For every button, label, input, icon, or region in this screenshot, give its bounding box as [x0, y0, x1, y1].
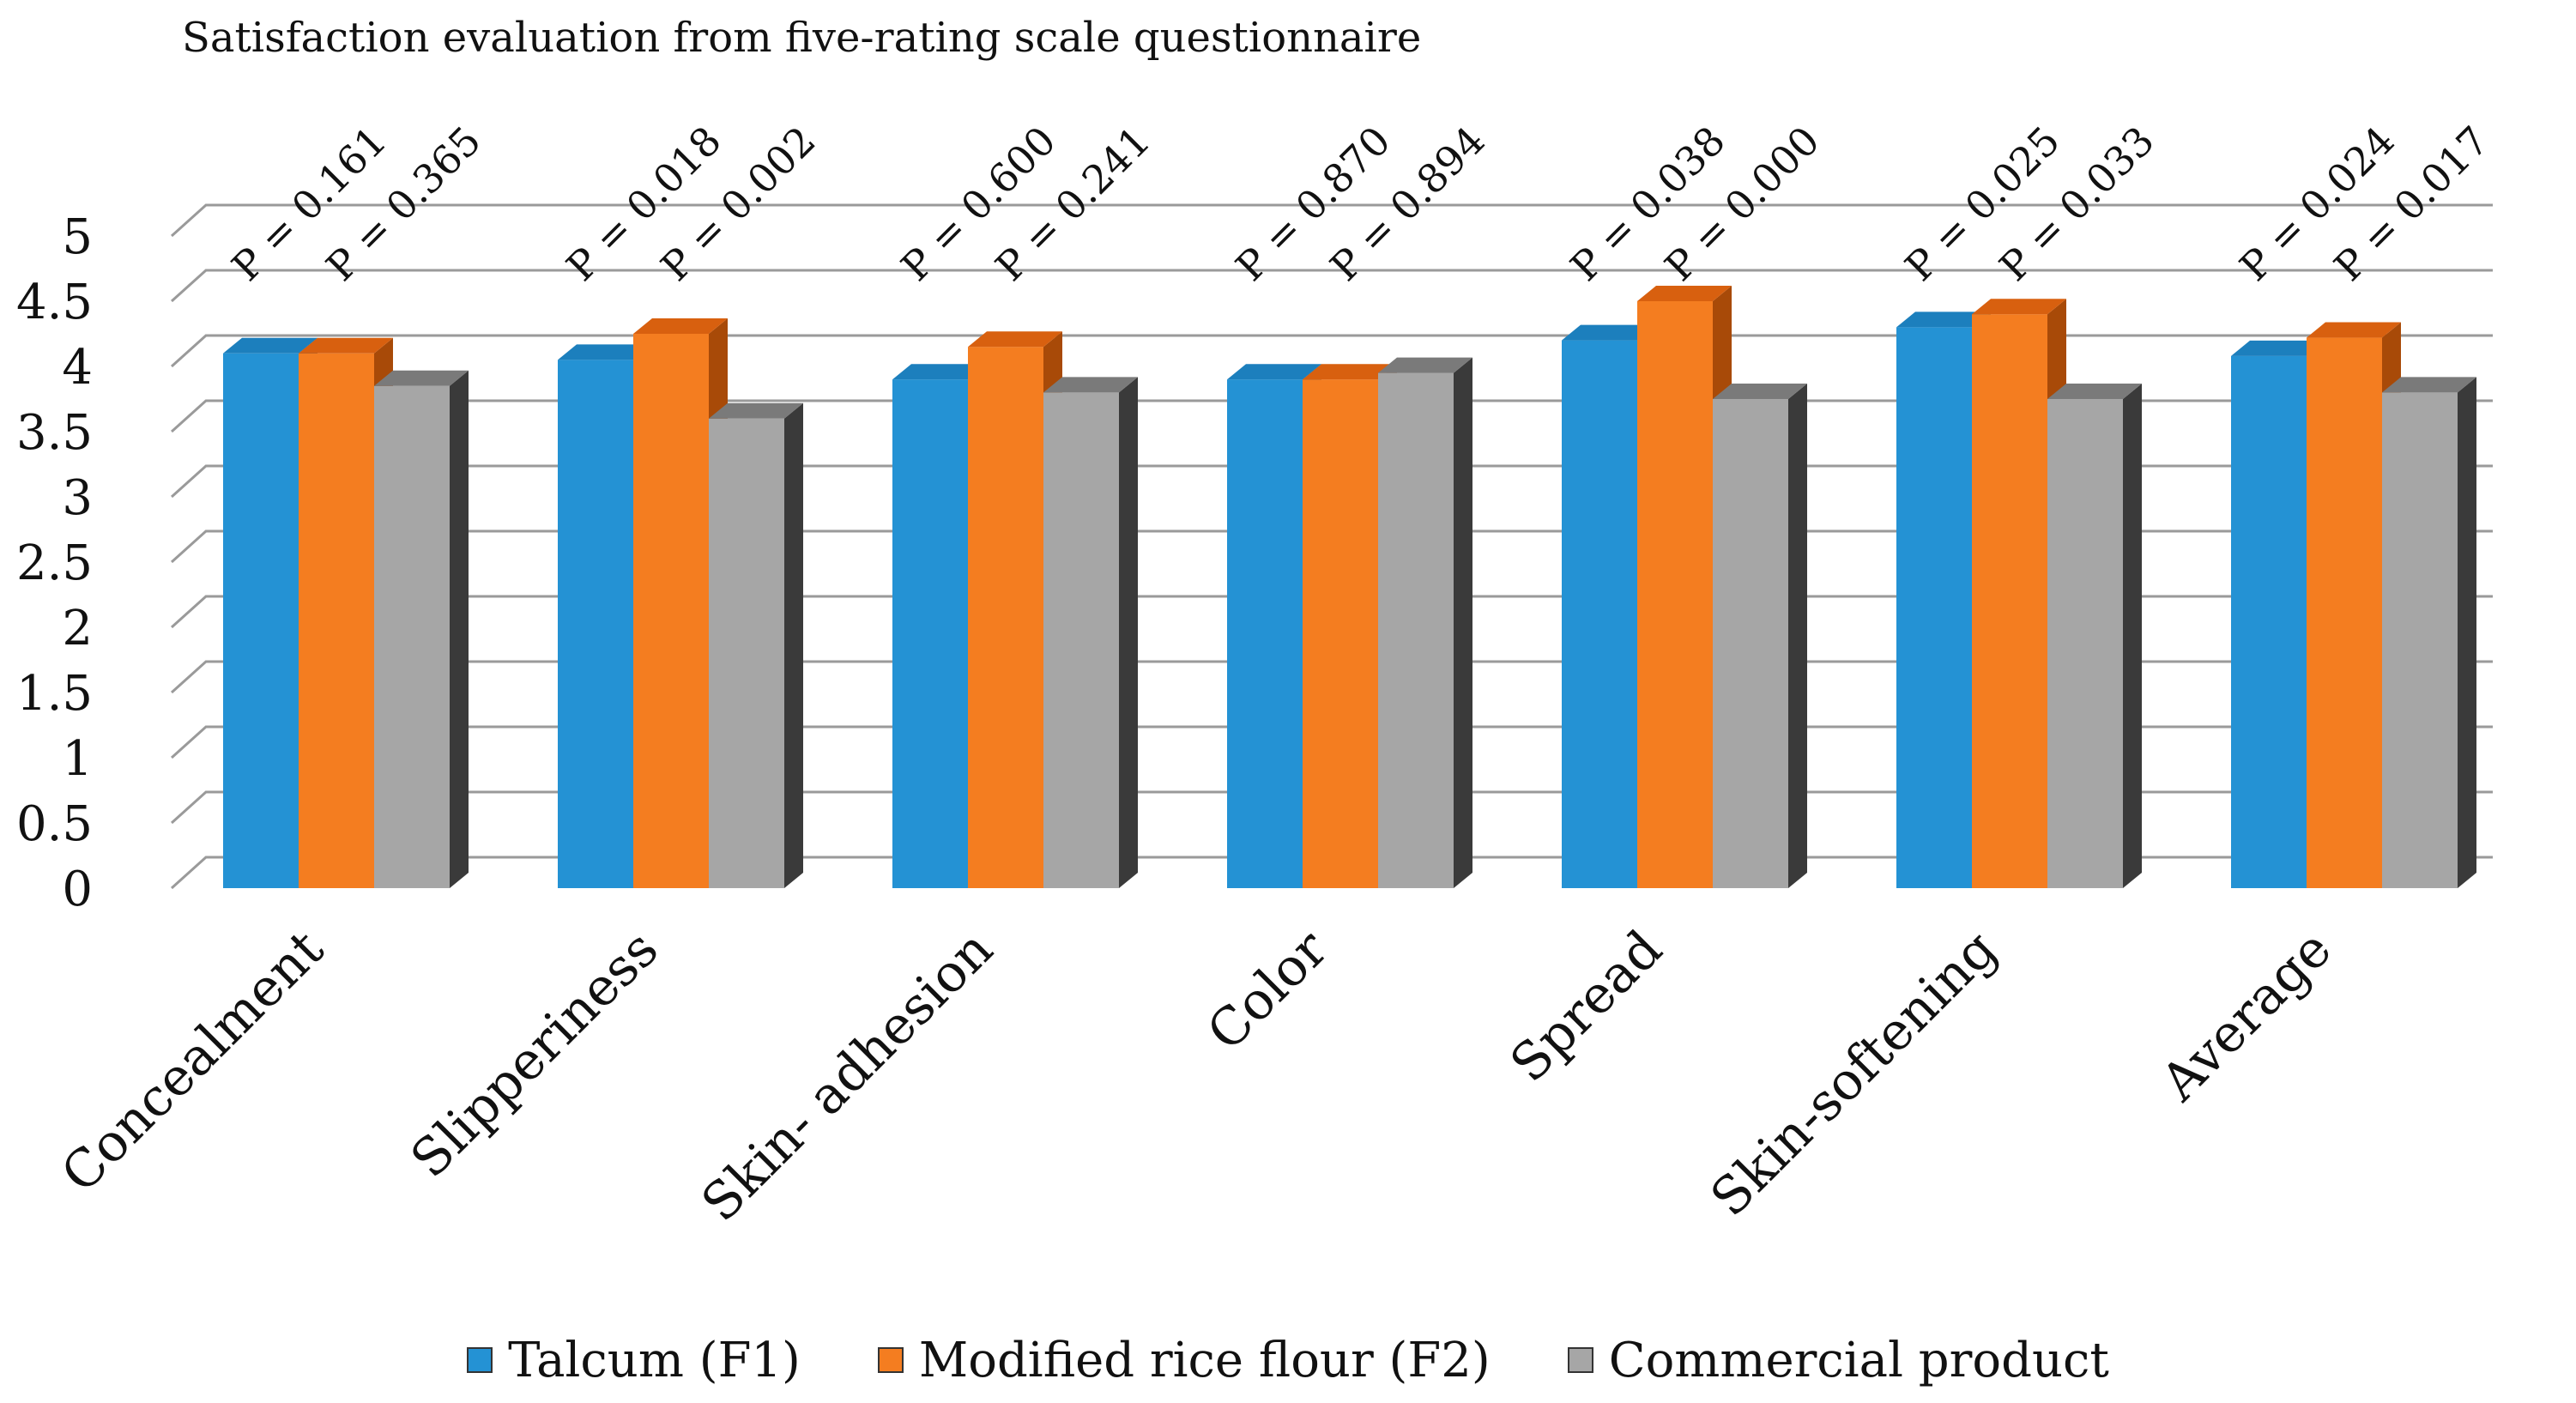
- bar: [1043, 377, 1138, 888]
- bar-top: [1303, 364, 1397, 380]
- bar: [2047, 384, 2142, 888]
- bar-top: [892, 364, 987, 380]
- bar-front: [1972, 314, 2047, 888]
- y-tick-label: 0.5: [16, 796, 93, 852]
- bar-front: [1227, 379, 1303, 888]
- bar-front: [1378, 372, 1454, 889]
- bar-top: [2382, 377, 2476, 393]
- y-tick-label: 4.5: [16, 275, 93, 330]
- bar-top: [1562, 324, 1656, 341]
- bar-front: [2047, 399, 2123, 888]
- y-tick-label: 1: [62, 731, 93, 787]
- y-tick-label: 2: [62, 601, 93, 656]
- y-tick-label: 2.5: [16, 535, 93, 591]
- legend-label-rice-flour: Modified rice flour (F2): [918, 1332, 1491, 1388]
- bar-front: [1562, 340, 1637, 889]
- bar-front: [2307, 337, 2382, 888]
- gridline: [170, 203, 2493, 238]
- x-category-label: Slipperiness: [400, 919, 670, 1189]
- bar-front: [1637, 301, 1713, 888]
- bar-front: [633, 334, 709, 888]
- bar: [1378, 357, 1472, 889]
- bar-top: [2231, 340, 2325, 356]
- y-axis-ticks: 0 0.5 1 1.5 2 2.5 3 3.5 4 4.5 5: [16, 209, 93, 917]
- bar-front: [558, 360, 633, 888]
- chart-title: Satisfaction evaluation from five-rating…: [182, 14, 1421, 62]
- bar-side: [1788, 384, 1807, 888]
- bar: [892, 364, 987, 888]
- bar-top: [1713, 384, 1807, 399]
- y-tick-label: 3: [62, 470, 93, 526]
- y-tick-label: 4: [62, 340, 93, 396]
- x-category-label: Spread: [1499, 919, 1674, 1094]
- x-category-label: Concealment: [50, 919, 335, 1204]
- bar-top: [1043, 377, 1138, 393]
- bar-top: [223, 337, 317, 354]
- y-tick-label: 1.5: [16, 666, 93, 722]
- bar-top: [1972, 299, 2066, 315]
- bar: [1713, 384, 1807, 888]
- legend-item-talcum: Talcum (F1): [467, 1333, 801, 1388]
- bar-front: [709, 418, 784, 888]
- gridlines: [170, 203, 2493, 890]
- x-category-label: Skin-softening: [1700, 919, 2009, 1228]
- bar: [709, 402, 803, 888]
- bar-side: [2123, 384, 2142, 888]
- bar-top: [633, 318, 728, 334]
- bar-top: [709, 402, 803, 419]
- bar-top: [1227, 364, 1321, 380]
- bar-side: [1119, 377, 1138, 888]
- x-category-label: Average: [2150, 919, 2343, 1113]
- x-category-label: Color: [1196, 919, 1339, 1062]
- legend-swatch-talcum: [467, 1347, 493, 1373]
- bar-top: [968, 331, 1062, 348]
- bar-top: [2047, 384, 2142, 399]
- legend-label-talcum: Talcum (F1): [508, 1332, 801, 1388]
- bar-top: [1896, 311, 1991, 328]
- bar-front: [1043, 392, 1119, 888]
- bar-front: [223, 353, 299, 888]
- bar-front: [968, 347, 1043, 888]
- legend-label-commercial: Commercial product: [1608, 1332, 2109, 1388]
- y-tick-label: 0: [62, 862, 93, 917]
- bar-side: [2458, 377, 2476, 888]
- bar-front: [2231, 355, 2307, 889]
- bar-front: [892, 379, 968, 888]
- gridline: [170, 334, 2493, 368]
- legend-item-commercial: Commercial product: [1567, 1332, 2109, 1388]
- x-axis-categories: Concealment Slipperiness Skin- adhesion Col…: [50, 919, 2343, 1233]
- bar-side: [1454, 357, 1472, 889]
- legend: Talcum (F1) Modified rice flour (F2) Com…: [0, 1321, 2576, 1399]
- bar-front: [374, 385, 450, 888]
- legend-item-rice-flour: Modified rice flour (F2): [877, 1332, 1491, 1388]
- bar-front: [2382, 392, 2458, 888]
- bars: [223, 286, 2476, 889]
- gridline: [170, 269, 2493, 303]
- bar-side: [784, 402, 803, 888]
- bar: [2382, 377, 2476, 888]
- bar-front: [1896, 327, 1972, 888]
- bar-side: [450, 370, 469, 888]
- bar-top: [558, 344, 652, 360]
- bar-top: [299, 337, 393, 354]
- y-tick-label: 3.5: [16, 405, 93, 461]
- legend-swatch-rice-flour: [877, 1347, 904, 1373]
- bar-top: [2307, 322, 2401, 338]
- bar: [374, 370, 469, 888]
- bar-top: [1378, 357, 1472, 373]
- x-category-label: Skin- adhesion: [691, 919, 1005, 1233]
- bar-front: [1303, 379, 1378, 888]
- legend-swatch-commercial: [1567, 1347, 1593, 1373]
- bar-top: [374, 370, 469, 386]
- bar-front: [299, 353, 374, 888]
- bar-top: [1637, 286, 1732, 301]
- y-tick-label: 5: [62, 209, 93, 265]
- bar-front: [1713, 399, 1788, 888]
